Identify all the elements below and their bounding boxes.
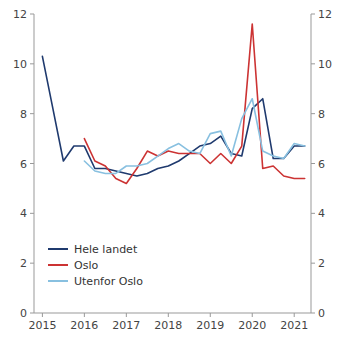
x-tick-label: 2021 bbox=[280, 319, 308, 332]
series-line bbox=[84, 99, 304, 174]
x-tick-label: 2018 bbox=[154, 319, 182, 332]
y2-tick-label: 8 bbox=[318, 108, 325, 121]
x-tick-label: 2020 bbox=[238, 319, 266, 332]
y-tick bbox=[30, 263, 34, 264]
legend-swatch bbox=[48, 280, 68, 282]
y2-tick bbox=[311, 113, 315, 114]
y2-tick bbox=[311, 63, 315, 64]
chart: 2015 2016 2017 2018 2019 2020 2021 0 2 4 6 8 10 12 0 2 4… bbox=[0, 0, 345, 341]
x-axis-line bbox=[34, 313, 311, 314]
y-tick bbox=[30, 113, 34, 114]
y2-tick-label: 6 bbox=[318, 158, 325, 171]
plot-area bbox=[42, 24, 304, 183]
x-tick bbox=[252, 313, 253, 317]
y-tick bbox=[30, 14, 34, 15]
x-tick-label: 2016 bbox=[70, 319, 98, 332]
series-line bbox=[84, 24, 304, 183]
y2-tick bbox=[311, 163, 315, 164]
y2-tick bbox=[311, 313, 315, 314]
y2-tick-label: 2 bbox=[318, 257, 325, 270]
x-tick bbox=[42, 313, 43, 317]
y-tick-label: 8 bbox=[20, 108, 27, 121]
y-tick bbox=[30, 313, 34, 314]
y-tick-label: 12 bbox=[13, 8, 27, 21]
x-tick bbox=[294, 313, 295, 317]
y-tick bbox=[30, 213, 34, 214]
y2-tick-label: 0 bbox=[318, 307, 325, 320]
y-tick-label: 4 bbox=[20, 207, 27, 220]
legend-label: Oslo bbox=[74, 259, 98, 272]
x-tick-label: 2017 bbox=[112, 319, 140, 332]
legend-label: Hele landet bbox=[74, 243, 138, 256]
y2-tick-label: 12 bbox=[318, 8, 332, 21]
y2-tick bbox=[311, 213, 315, 214]
y-tick-label: 10 bbox=[13, 58, 27, 71]
y-tick-label: 2 bbox=[20, 257, 27, 270]
y-tick-label: 0 bbox=[20, 307, 27, 320]
x-tick bbox=[210, 313, 211, 317]
legend: Hele landet Oslo Utenfor Oslo bbox=[48, 243, 143, 288]
legend-swatch bbox=[48, 248, 68, 250]
x-tick-label: 2015 bbox=[28, 319, 56, 332]
y-tick bbox=[30, 163, 34, 164]
y-tick-label: 6 bbox=[20, 158, 27, 171]
x-tick bbox=[168, 313, 169, 317]
y2-tick-label: 10 bbox=[318, 58, 332, 71]
y-tick bbox=[30, 63, 34, 64]
x-tick-label: 2019 bbox=[196, 319, 224, 332]
x-tick bbox=[84, 313, 85, 317]
legend-label: Utenfor Oslo bbox=[74, 275, 143, 288]
y2-tick-label: 4 bbox=[318, 207, 325, 220]
y2-tick bbox=[311, 263, 315, 264]
legend-swatch bbox=[48, 264, 68, 266]
x-tick bbox=[126, 313, 127, 317]
y2-tick bbox=[311, 14, 315, 15]
series-line bbox=[42, 56, 304, 176]
